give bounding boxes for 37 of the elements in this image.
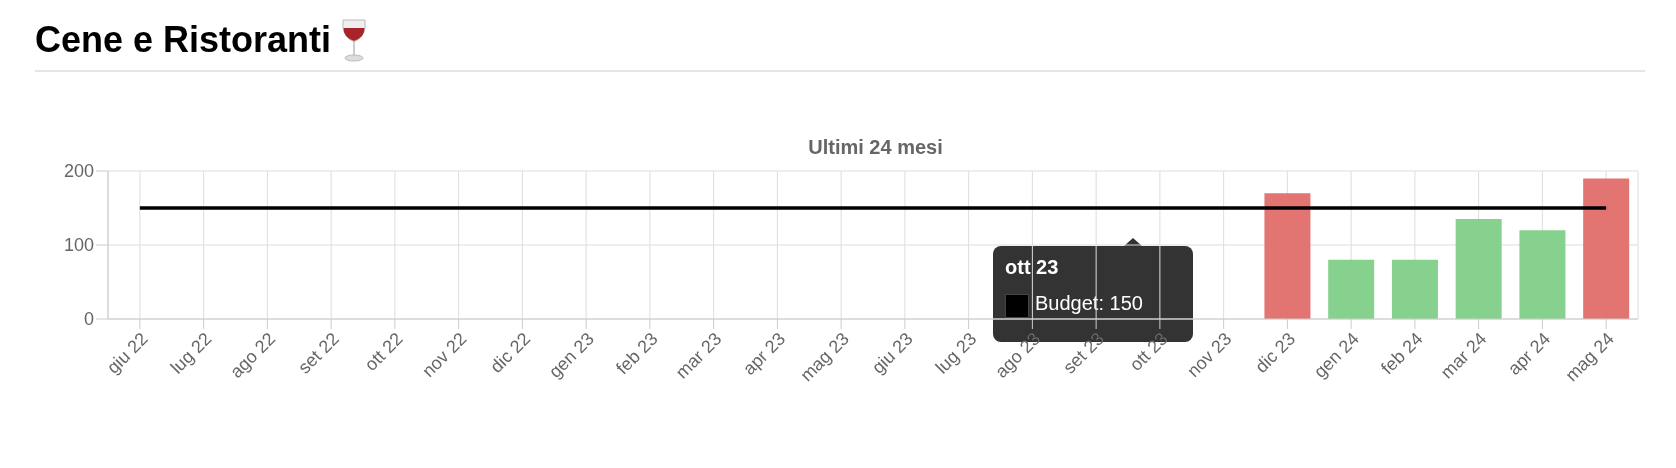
x-tick-label: giu 23	[867, 328, 917, 378]
x-tick-label: dic 23	[1251, 328, 1300, 377]
bar	[1519, 230, 1566, 319]
x-tick-label: nov 23	[1183, 328, 1236, 382]
x-tick-label: ago 23	[991, 328, 1045, 382]
x-tick-label: mag 24	[1561, 328, 1618, 386]
x-tick-label: ago 22	[226, 328, 280, 382]
x-tick-label: mar 23	[671, 328, 726, 383]
x-tick-label: set 23	[1059, 328, 1108, 378]
x-tick-label: nov 22	[418, 328, 471, 382]
bar	[1264, 193, 1311, 319]
x-tick-label: mag 23	[796, 328, 853, 386]
x-tick-label: dic 22	[486, 328, 535, 377]
x-tick-label: gen 24	[1309, 328, 1363, 382]
x-tick-label: feb 23	[612, 328, 662, 379]
bar	[1455, 219, 1502, 319]
chart-title: Cene e Ristoranti	[35, 19, 332, 61]
x-tick-label: giu 22	[102, 328, 152, 378]
y-tick-label: 100	[63, 235, 94, 256]
bar	[1583, 178, 1630, 319]
chart-subtitle: Ultimi 24 mesi	[807, 136, 944, 159]
x-tick-label: mar 24	[1436, 328, 1491, 383]
x-tick-label: ott 22	[360, 328, 407, 375]
y-tick-label: 0	[83, 309, 94, 330]
x-tick-label: apr 23	[739, 328, 790, 379]
y-tick-label: 200	[63, 161, 94, 182]
annotation: ott 23	[1005, 256, 1059, 279]
bar	[1391, 259, 1438, 319]
x-tick-label: apr 24	[1504, 328, 1555, 379]
x-tick-label: lug 22	[166, 328, 216, 378]
x-tick-label: lug 23	[931, 328, 981, 378]
x-tick-label: gen 23	[544, 328, 598, 382]
x-tick-label: ott 23	[1125, 328, 1172, 375]
x-tick-label: set 22	[294, 328, 343, 378]
bar	[1328, 259, 1375, 319]
x-tick-label: feb 24	[1377, 328, 1427, 379]
annotation: Budget: 150	[1035, 292, 1143, 315]
